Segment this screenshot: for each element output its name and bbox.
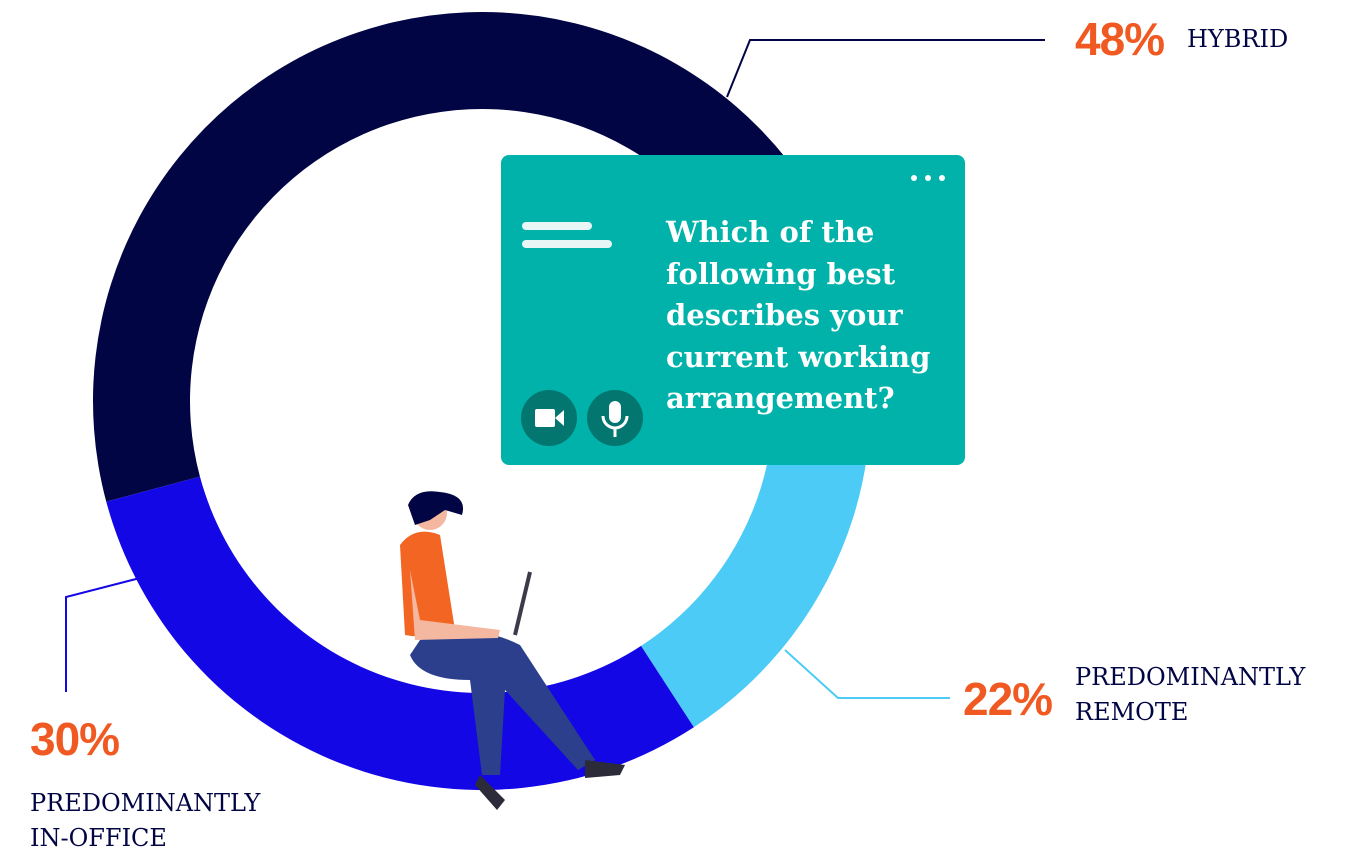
question: Which of the following best describes yo… bbox=[666, 215, 931, 415]
leader-line bbox=[784, 649, 950, 699]
value-label: 48% bbox=[1075, 13, 1165, 65]
leader-line bbox=[726, 39, 1045, 98]
category-label: HYBRID bbox=[1187, 25, 1289, 53]
person-illustration bbox=[400, 491, 625, 810]
category-label: PREDOMINANTLY IN-OFFICE bbox=[30, 789, 261, 851]
value-label: 30% bbox=[30, 713, 120, 765]
value-label: 22% bbox=[963, 673, 1053, 725]
category-label: PREDOMINANTLY REMOTE bbox=[1075, 663, 1306, 726]
donut-segment bbox=[93, 12, 843, 502]
question-card bbox=[501, 155, 965, 465]
leader-line bbox=[65, 577, 141, 692]
donut-segment bbox=[106, 476, 694, 790]
